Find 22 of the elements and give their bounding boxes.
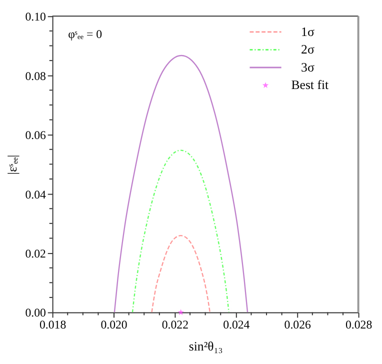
legend-label: 1σ: [301, 24, 314, 39]
line-series: [132, 150, 230, 312]
x-tick-label: 0.028: [345, 318, 372, 332]
y-tick-label: 0.10: [25, 10, 46, 24]
y-tick-label: 0.02: [25, 246, 46, 260]
y-axis-title: |εˢₑₑ|: [5, 154, 20, 175]
line-series: [151, 234, 210, 312]
legend-label: 2σ: [301, 42, 314, 57]
line-series: [114, 54, 248, 312]
x-tick-label: 0.018: [39, 318, 66, 332]
y-tick-label: 0.04: [25, 187, 46, 202]
legend-label: Best fit: [291, 78, 330, 92]
x-tick-label: 0.026: [284, 318, 311, 332]
x-tick-label: 0.024: [223, 318, 250, 332]
annotation: φˢₑₑ = 0: [68, 26, 102, 41]
y-tick-label: 0.08: [25, 68, 46, 83]
y-tick-label: 0.06: [25, 128, 46, 142]
y-tick-label: 0.00: [25, 306, 46, 320]
x-tick-label: 0.022: [162, 318, 189, 332]
legend-label: 3σ: [301, 60, 314, 74]
x-axis-title: sin²θ₁₃: [188, 339, 223, 354]
x-tick-label: 0.020: [100, 318, 128, 332]
